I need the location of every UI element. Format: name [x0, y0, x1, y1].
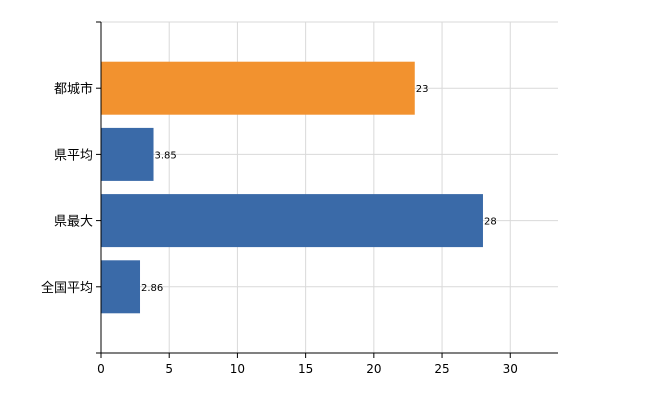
- x-tick-label: 0: [97, 362, 105, 376]
- x-tick-label: 10: [230, 362, 245, 376]
- labels: 23 都城市 3.85 県平均 28 県最大 2.86 全国平均 0 5 10 15 20 25 30: [41, 81, 518, 376]
- x-tick-label: 20: [366, 362, 381, 376]
- bar-1: [101, 61, 415, 115]
- data-label-3: 28: [484, 217, 497, 228]
- axes: [96, 21, 558, 358]
- x-tick-label: 25: [434, 362, 449, 376]
- bar-2: [101, 127, 154, 181]
- category-label-4: 全国平均: [41, 280, 93, 296]
- data-label-2: 3.85: [155, 150, 177, 161]
- category-label-1: 都城市: [54, 81, 93, 97]
- bar-4: [101, 260, 141, 314]
- x-tick-label: 15: [298, 362, 313, 376]
- x-tick-label: 30: [503, 362, 518, 376]
- data-label-4: 2.86: [141, 283, 163, 294]
- category-label-2: 県平均: [54, 148, 93, 163]
- bar-3: [101, 194, 483, 248]
- x-tick-label: 5: [165, 362, 173, 376]
- bars: [101, 61, 483, 314]
- data-label-1: 23: [416, 84, 429, 95]
- category-label-3: 県最大: [54, 215, 93, 230]
